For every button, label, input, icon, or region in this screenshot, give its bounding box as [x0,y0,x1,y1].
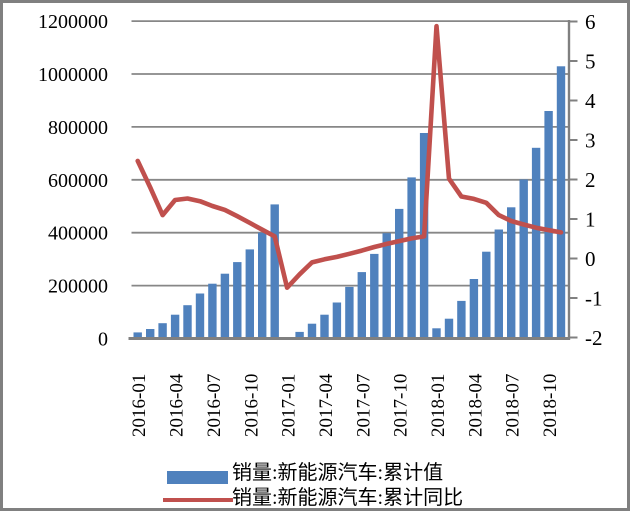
legend-bar-swatch [167,471,228,484]
left-axis-label: 200000 [48,276,108,298]
bar [320,314,329,339]
bar [183,305,192,339]
yoy-line [135,23,564,291]
bar [444,318,454,339]
left-axis-label: 400000 [48,223,108,245]
bar [220,273,230,339]
x-axis-label: 2018-04 [465,373,486,437]
bar [482,251,491,339]
x-axis-labels: 2016-01 2016-04 2016-07 2016-10 2017-01 2017-… [129,373,561,437]
bar [469,279,479,339]
bar [170,314,180,339]
left-axis-label: 800000 [48,117,108,139]
x-axis-label: 2017-10 [391,374,412,437]
right-axis-label: -1 [585,287,603,311]
bar [357,272,366,339]
bar [345,286,354,339]
x-axis-label: 2018-07 [503,374,524,437]
bar [494,229,503,339]
right-axis-label: 6 [585,10,596,34]
bar [270,204,279,339]
x-axis-label: 2016-07 [204,374,225,437]
legend-line-swatch [163,498,233,502]
bar [457,300,466,339]
bar [295,331,304,339]
bar [531,147,541,339]
bar [233,262,242,339]
bar [432,328,441,339]
right-axis-labels: 6 5 4 3 2 1 0 -1 -2 [585,10,603,350]
x-axis-label: 2017-04 [316,373,337,437]
bar [519,179,528,339]
bar [133,332,142,339]
bar [245,249,254,339]
bar [370,253,379,339]
bar [195,293,205,339]
left-axis-labels: 1200000 1000000 800000 600000 400000 200000 0 [38,11,108,350]
right-axis-label: 1 [585,208,596,232]
left-axis-label: 0 [98,329,108,351]
gridlines [131,20,569,287]
right-axis-label: 2 [585,168,596,192]
x-axis-label: 2017-07 [353,374,374,437]
bar [208,283,217,339]
x-axis-label: 2016-10 [241,374,262,437]
left-axis-label: 1200000 [38,11,108,33]
x-axis-label: 2018-01 [428,374,449,437]
bar [382,233,391,339]
right-axis-label: 5 [585,50,596,74]
right-axis [567,20,578,340]
legend-bar-label: 销量:新能源汽车:累计值 [232,462,444,484]
right-axis-label: 4 [585,89,596,113]
bar [332,302,342,339]
right-axis-label: 3 [585,129,596,153]
x-axis-label: 2018-10 [540,374,561,437]
x-axis-label: 2016-01 [129,374,150,437]
bar [307,323,317,339]
left-axis-label: 1000000 [38,64,108,86]
bar [507,207,516,339]
x-axis-label: 2017-01 [279,374,300,437]
bar [158,323,167,339]
legend-line-label: 销量:新能源汽车:累计同比 [232,487,464,509]
bar [407,177,416,339]
x-axis-label: 2016-04 [167,373,188,437]
left-axis-label: 600000 [48,170,108,192]
bar [258,232,267,339]
bar [544,111,553,339]
right-axis-label: 0 [585,247,596,271]
right-axis-label: -2 [585,326,603,350]
bar [146,329,155,339]
bar [556,66,566,339]
bar [395,208,404,339]
